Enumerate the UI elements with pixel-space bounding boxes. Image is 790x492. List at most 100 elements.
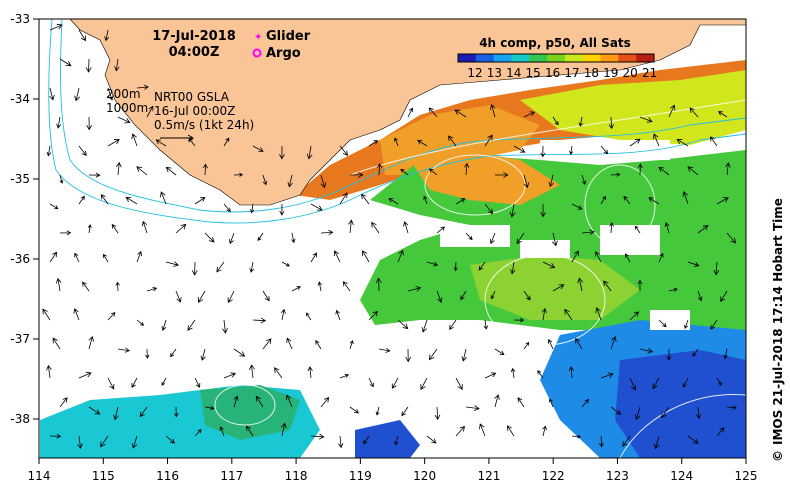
current-vector [85,58,92,73]
current-vector [571,434,582,439]
current-vector [664,222,670,234]
current-vector [581,174,587,186]
current-vector [490,290,496,300]
current-vector [523,341,530,350]
current-vector [523,290,531,301]
current-vector [516,232,525,245]
current-vector [434,406,441,421]
current-vector [49,203,59,210]
colorbar-tick-label: 19 [603,66,618,80]
current-vector [262,338,272,350]
current-vector [279,203,285,216]
current-vector [223,203,231,213]
product-name: NRT00 GSLA [154,90,230,104]
current-vector [629,377,637,391]
current-vector [578,116,583,127]
current-vector [49,251,58,263]
sst-deep-blue [615,350,746,458]
current-vector [484,134,493,147]
sla-contours [214,99,746,458]
current-vector [202,163,208,176]
current-vector [198,290,206,303]
current-vector [423,195,428,205]
current-vector [310,252,318,263]
current-vector [375,406,380,416]
current-vector [335,309,341,321]
colorbar-segment [564,54,584,62]
current-vector [687,435,699,444]
current-vector [349,406,360,414]
current-vector [146,286,158,292]
current-vector [460,290,467,301]
sst-teal-patch [200,385,300,440]
current-vector [368,140,379,147]
current-vector [320,229,334,236]
current-vector [548,398,554,408]
current-vector [107,139,120,147]
current-vector [697,290,703,302]
current-vector [165,261,179,267]
current-vector [658,166,670,176]
current-vector [291,286,301,292]
current-vector [320,396,330,408]
current-vector [104,29,110,42]
current-vector [307,366,313,379]
current-vector [291,232,296,244]
isobath-1000m [48,19,746,224]
current-vector [428,107,438,118]
y-axis: -33 -34 -35 -36 -37 -38 [10,12,39,426]
current-vector [165,166,177,176]
current-vector [639,348,654,354]
current-vector [306,145,313,160]
x-tick-label: 118 [285,469,308,483]
current-vector [517,397,525,408]
current-vector [581,229,595,236]
current-vector [131,133,138,147]
current-vector [262,290,270,302]
current-vector [455,425,466,437]
current-vector [478,261,486,271]
current-vector [489,232,496,245]
current-vector [368,377,374,388]
sst-blue-patch [355,420,420,458]
current-vector [107,87,114,101]
current-vector [400,168,409,176]
current-vector [136,84,149,90]
current-vector [622,435,631,447]
current-vector [510,261,516,275]
current-vector [338,435,344,449]
y-tick-label: -38 [10,412,30,426]
current-vector [600,195,606,205]
current-vector [349,339,354,350]
colorbar-frame [457,53,655,63]
argo-icon [252,48,262,58]
current-vector [426,261,439,267]
current-vector [145,348,150,359]
current-vector [339,192,348,205]
current-vector [552,232,558,247]
current-vector [255,395,264,408]
current-vector [403,221,409,234]
colorbar-segment [529,54,548,62]
current-vector [77,435,83,449]
current-vector [548,174,554,188]
legend-1000m: 1000m [106,101,148,115]
current-vector [161,319,167,331]
current-vector [696,406,702,420]
current-vector [194,377,201,388]
current-vector [523,111,536,118]
current-vector [608,116,615,130]
colorbar-tick-label: 15 [526,66,541,80]
current-vector [131,435,138,449]
current-vector [49,87,55,101]
current-vector [676,138,689,147]
map-time: 04:00Z [169,45,220,60]
current-vectors [42,23,738,450]
current-vector [252,317,267,324]
current-vector [510,367,516,379]
current-vector [571,203,583,210]
colorbar-tick-label: 13 [487,66,502,80]
current-vector [155,139,167,147]
current-vector [537,370,544,379]
current-vector [42,308,51,321]
